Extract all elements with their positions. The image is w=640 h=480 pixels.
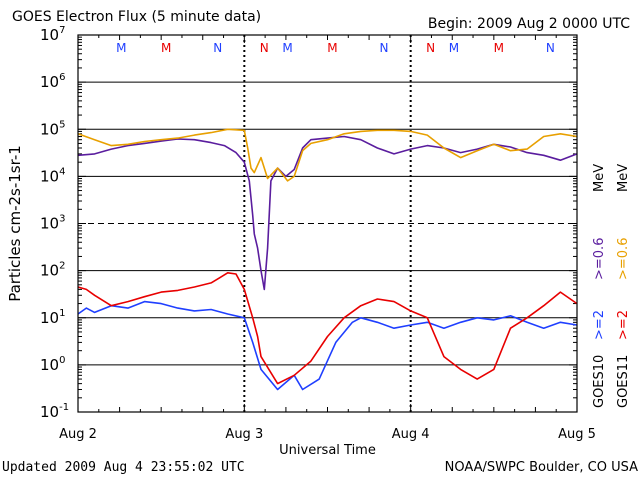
legend-goes10: GOES10 — [592, 355, 607, 408]
legend-goes11: GOES11 — [616, 355, 631, 408]
begin-date: Begin: 2009 Aug 2 0000 UTC — [427, 16, 630, 32]
plot-frame — [77, 34, 578, 413]
y-tick-exponent: 6 — [59, 72, 65, 83]
y-tick-exponent: 3 — [59, 214, 65, 225]
y-tick-exponent: 5 — [59, 119, 65, 130]
chart-title: GOES Electron Flux (5 minute data) — [12, 9, 262, 25]
y-tick-exponent: 4 — [59, 166, 65, 177]
y-tick-base: 10 — [40, 167, 59, 185]
time-marker: N — [213, 41, 222, 55]
y-tick-exponent: 0 — [59, 355, 65, 366]
time-marker: M — [327, 41, 337, 55]
series-line-2 — [77, 300, 578, 391]
y-tick-label: 10-1 — [40, 402, 69, 421]
time-marker: N — [426, 41, 435, 55]
y-tick-base: 10 — [40, 120, 59, 138]
y-tick-base: 10 — [40, 215, 59, 233]
legend-unit-g10: MeV — [592, 164, 607, 192]
legend-g11-high: >=2 — [616, 310, 631, 340]
y-tick-base: 10 — [40, 73, 59, 91]
time-marker: M — [161, 41, 171, 55]
y-tick-label: 105 — [40, 119, 65, 138]
y-tick-exponent: -1 — [59, 402, 69, 413]
series-line-1 — [77, 128, 578, 182]
y-tick-base: 10 — [40, 403, 59, 421]
y-tick-label: 107 — [40, 25, 65, 44]
time-marker: M — [449, 41, 459, 55]
y-tick-label: 101 — [40, 308, 65, 327]
y-tick-label: 104 — [40, 166, 65, 185]
y-tick-exponent: 7 — [59, 25, 65, 36]
y-axis-label: Particles cm-2s-1sr-1 — [6, 145, 24, 302]
time-marker: M — [282, 41, 292, 55]
y-tick-exponent: 2 — [59, 261, 65, 272]
y-tick-base: 10 — [40, 262, 59, 280]
y-tick-label: 100 — [40, 355, 65, 374]
x-tick-label: Aug 3 — [225, 427, 263, 442]
y-tick-base: 10 — [40, 26, 59, 44]
y-tick-label: 106 — [40, 72, 65, 91]
legend-g11-low: >=0.6 — [616, 238, 631, 280]
y-tick-label: 103 — [40, 214, 65, 233]
x-axis-label: Universal Time — [279, 443, 376, 458]
y-tick-exponent: 1 — [59, 308, 65, 319]
time-marker: N — [546, 41, 555, 55]
time-marker: N — [260, 41, 269, 55]
legend-g10-low: >=0.6 — [592, 238, 607, 280]
series-line-3 — [77, 271, 578, 385]
legend-g10-high: >=2 — [592, 310, 607, 340]
updated-timestamp: Updated 2009 Aug 4 23:55:02 UTC — [2, 460, 245, 475]
x-tick-label: Aug 5 — [558, 427, 596, 442]
y-tick-base: 10 — [40, 309, 59, 327]
y-tick-label: 102 — [40, 261, 65, 280]
x-tick-label: Aug 4 — [392, 427, 430, 442]
time-marker: N — [380, 41, 389, 55]
legend-unit-g11: MeV — [616, 164, 631, 192]
credit-label: NOAA/SWPC Boulder, CO USA — [444, 460, 638, 475]
series-line-0 — [77, 135, 578, 291]
time-marker: M — [116, 41, 126, 55]
x-tick-label: Aug 2 — [59, 427, 97, 442]
y-tick-base: 10 — [40, 356, 59, 374]
time-marker: M — [494, 41, 504, 55]
